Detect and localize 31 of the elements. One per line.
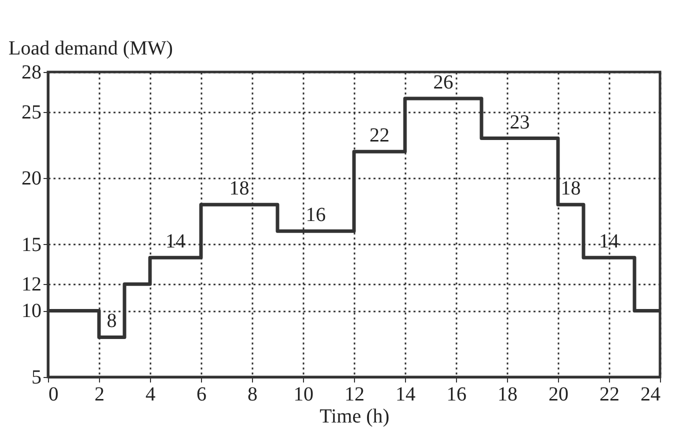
annotation: 14 [166,230,186,253]
y-axis-title: Load demand (MW) [8,38,173,60]
y-tick-label: 15 [22,234,42,256]
x-tick-label: 16 [446,384,466,406]
x-tick-label: 14 [396,384,416,406]
y-tick-label: 5 [32,366,42,388]
x-tick-label: 2 [94,384,104,406]
annotation: 18 [229,178,250,200]
x-tick-label: 18 [498,384,518,406]
y-tick-label: 12 [22,274,42,296]
x-tick-label: 8 [248,384,258,406]
annotation: 23 [510,111,530,134]
annotation: 14 [599,230,619,253]
x-tick-label: 22 [600,384,620,406]
annotation: 16 [306,204,326,226]
annotation: 8 [106,310,117,332]
annotation: 18 [560,178,581,200]
annotation: 26 [433,72,454,94]
y-tick-label: 25 [22,101,42,124]
y-tick-label: 20 [22,168,42,190]
x-tick-label: 10 [294,384,314,406]
y-tick-label: 10 [22,300,42,322]
y-tick-label: 28 [22,62,42,84]
x-axis-title: Time (h) [320,406,390,428]
x-tick-label: 20 [548,384,568,406]
annotation: 22 [370,124,390,147]
x-tick-label: 4 [146,384,156,406]
x-tick-label: 6 [196,384,206,406]
x-tick-label: 0 [48,384,58,406]
x-tick-label: 12 [344,384,364,406]
x-tick-label: 24 [640,384,660,406]
